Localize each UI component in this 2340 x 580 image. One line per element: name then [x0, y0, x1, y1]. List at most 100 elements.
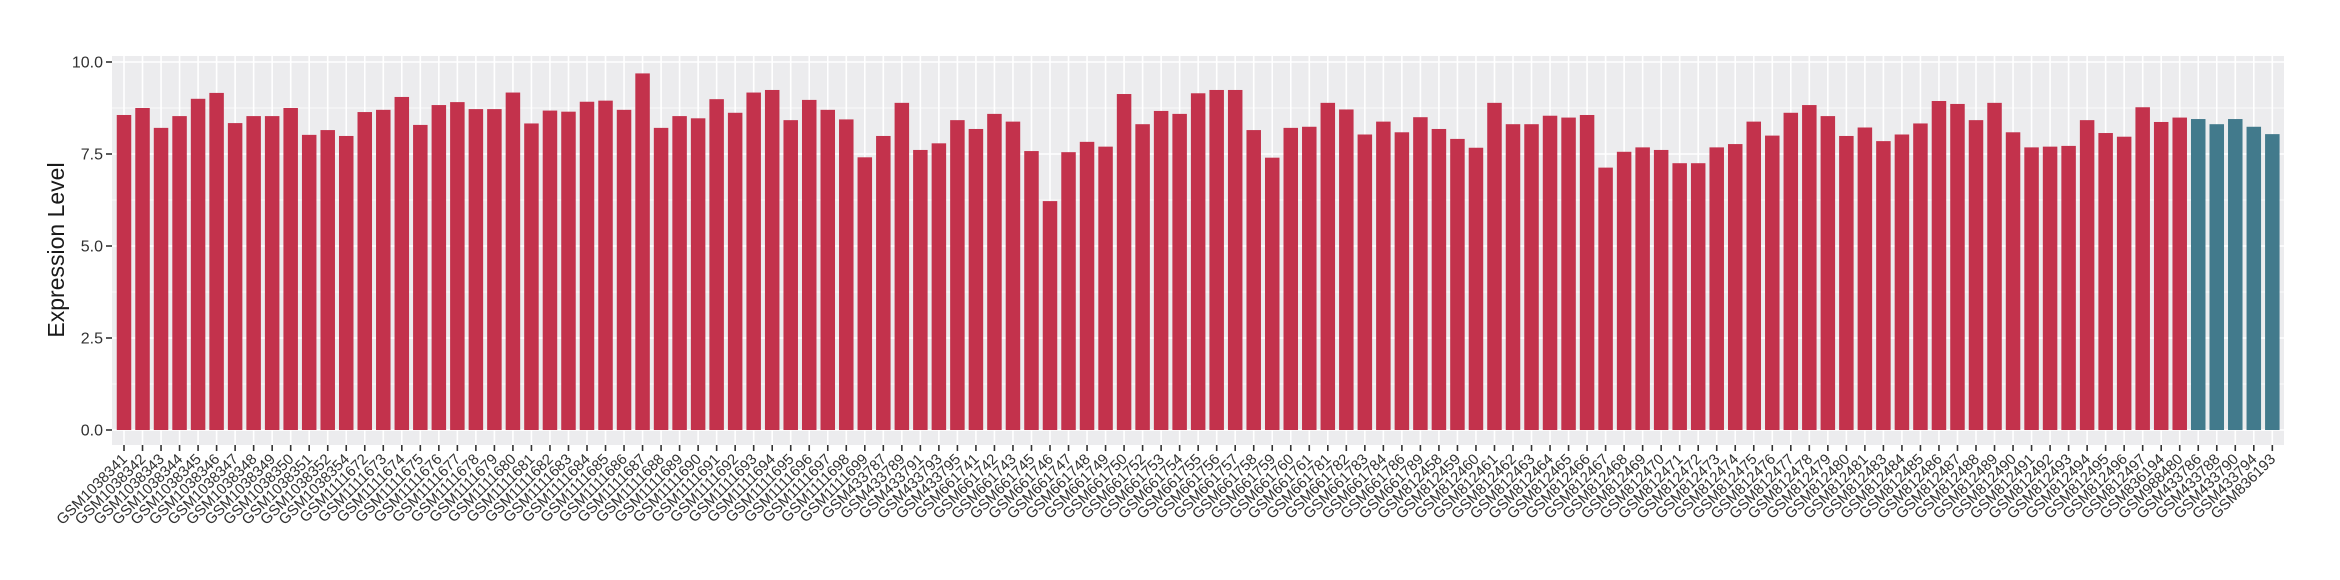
bar-GSM812460	[1468, 147, 1484, 430]
bar-GSM1038345	[190, 98, 206, 431]
bar-GSM1111687	[635, 73, 650, 431]
bar-GSM988480	[2172, 117, 2187, 431]
bar-GSM661760	[1283, 127, 1299, 430]
bar-GSM812484	[1894, 134, 1910, 430]
bar-GSM812463	[1524, 124, 1539, 430]
bar-GSM433788	[2209, 124, 2225, 430]
bar-GSM1038352	[320, 130, 335, 430]
bar-GSM1111677	[450, 102, 465, 430]
bar-GSM433794	[2246, 126, 2262, 430]
bar-GSM1038342	[135, 108, 150, 430]
bar-GSM812491	[2024, 147, 2039, 430]
bar-GSM661747	[1061, 152, 1076, 430]
bar-GSM661789	[1413, 117, 1428, 430]
bar-GSM812466	[1579, 114, 1595, 430]
bar-GSM433786	[2190, 119, 2206, 430]
bar-GSM1038354	[338, 135, 354, 430]
bar-GSM661783	[1357, 134, 1373, 430]
bar-GSM812471	[1672, 163, 1687, 430]
bar-GSM1111695	[783, 120, 798, 431]
bar-GSM1111692	[727, 112, 743, 430]
bar-GSM812462	[1505, 124, 1521, 430]
bar-GSM661741	[968, 128, 984, 430]
bar-GSM812496	[2116, 136, 2132, 431]
bar-GSM1111697	[820, 109, 836, 430]
bar-GSM812488	[1968, 120, 1984, 431]
bar-GSM661781	[1320, 102, 1336, 431]
bar-GSM812465	[1561, 117, 1576, 431]
bar-GSM1038346	[209, 92, 224, 431]
bar-GSM1038347	[227, 123, 243, 430]
bar-GSM812475	[1746, 121, 1762, 430]
y-tick-label: 5.0	[81, 239, 103, 256]
bar-GSM433791	[913, 149, 928, 430]
bar-GSM1111699	[857, 157, 873, 430]
bar-GSM812493	[2061, 145, 2076, 431]
bar-GSM812467	[1598, 167, 1613, 430]
bar-GSM812479	[1820, 116, 1836, 430]
bar-GSM1111681	[524, 123, 539, 431]
y-tick-label: 0.0	[81, 423, 103, 440]
bar-GSM1038341	[116, 114, 132, 430]
bar-GSM812472	[1690, 163, 1706, 430]
bar-GSM812478	[1802, 105, 1817, 430]
bar-GSM661748	[1079, 141, 1095, 430]
bar-GSM812485	[1913, 123, 1928, 431]
bar-GSM812497	[2135, 107, 2150, 430]
bar-GSM1111682	[542, 110, 558, 431]
bar-GSM661786	[1394, 132, 1410, 430]
bar-GSM1111683	[561, 111, 576, 431]
bar-GSM661784	[1376, 121, 1391, 430]
bar-GSM812495	[2098, 133, 2113, 431]
bar-GSM812473	[1709, 147, 1724, 430]
bar-GSM1038350	[283, 108, 298, 430]
bar-GSM661745	[1024, 151, 1039, 430]
bar-GSM812468	[1616, 151, 1632, 431]
bar-GSM1111679	[487, 109, 502, 430]
y-axis-title: Expression Level	[43, 162, 69, 337]
bar-GSM1038349	[264, 116, 280, 430]
bar-GSM661754	[1172, 113, 1187, 430]
bar-GSM1111688	[653, 127, 669, 430]
y-tick-label: 2.5	[81, 331, 103, 348]
bar-GSM433790	[2228, 119, 2243, 430]
bar-GSM661750	[1116, 94, 1132, 431]
bar-GSM812470	[1653, 149, 1669, 430]
bar-GSM1038343	[153, 127, 169, 430]
bar-GSM1038351	[301, 134, 317, 430]
bar-GSM1111690	[690, 118, 706, 430]
bar-GSM812458	[1431, 128, 1447, 430]
bar-GSM1111698	[839, 119, 854, 431]
bar-GSM836193	[2265, 134, 2280, 431]
bar-GSM1111672	[357, 112, 373, 430]
bar-GSM812481	[1857, 127, 1873, 430]
bar-GSM1111684	[579, 101, 595, 430]
bar-GSM1111686	[616, 109, 632, 430]
bar-GSM812487	[1950, 103, 1965, 431]
bar-GSM1111694	[764, 89, 780, 430]
bar-GSM812486	[1931, 101, 1947, 431]
bar-GSM812489	[1987, 102, 2002, 431]
bar-GSM1111693	[746, 92, 761, 430]
bar-GSM661752	[1135, 124, 1150, 430]
bar-GSM1111691	[709, 99, 724, 430]
bar-GSM661782	[1339, 109, 1354, 431]
bar-GSM661759	[1264, 157, 1280, 430]
bar-GSM661756	[1209, 89, 1224, 430]
y-tick-label: 7.5	[81, 147, 103, 164]
bar-GSM812469	[1635, 147, 1650, 430]
chart-plot-area: 0.02.55.07.510.0GSM1038341GSM1038342GSM1…	[53, 55, 2284, 528]
bar-GSM661743	[1005, 121, 1021, 430]
bar-GSM1111689	[672, 116, 687, 430]
bar-GSM1038344	[172, 116, 187, 430]
bar-GSM433793	[931, 143, 947, 430]
bar-GSM661755	[1190, 93, 1206, 430]
bar-GSM812490	[2005, 132, 2021, 430]
bar-GSM433787	[876, 135, 891, 430]
bar-GSM661746	[1042, 201, 1058, 430]
bar-GSM1111676	[431, 105, 447, 430]
bar-GSM661742	[987, 113, 1002, 430]
bar-GSM812492	[2042, 146, 2058, 430]
bar-GSM1111674	[394, 96, 410, 431]
